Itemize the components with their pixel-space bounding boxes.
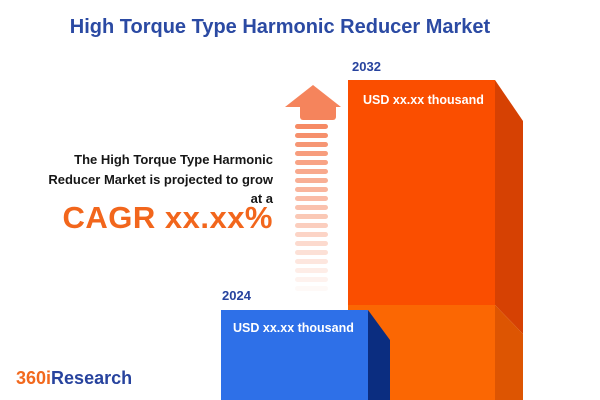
page-title: High Torque Type Harmonic Reducer Market	[69, 16, 491, 38]
arrow-neck	[300, 104, 336, 120]
arrow-fading-dashes	[295, 124, 328, 291]
projection-description-line3: at a	[250, 191, 273, 206]
bar-value-2032: USD xx.xx thousand	[363, 93, 484, 107]
projection-description-line1: The High Torque Type Harmonic	[74, 152, 273, 167]
logo: 360iResearch	[16, 368, 132, 389]
projection-description: The High Torque Type Harmonic Reducer Ma…	[0, 150, 273, 209]
bar-2024-side-face	[368, 310, 390, 400]
cagr-value-text: CAGR xx.xx%	[62, 200, 273, 235]
logo-prefix: 360i	[16, 368, 52, 388]
growth-arrow-icon	[285, 85, 341, 291]
arrow-head	[285, 85, 341, 107]
logo-suffix: Research	[51, 368, 133, 388]
bar-2032-lower-side-face	[495, 305, 523, 400]
bar-label-2032: 2032	[352, 59, 381, 74]
projection-description-line2: Reducer Market is projected to grow	[48, 171, 273, 187]
bar-2024-front-face	[221, 310, 368, 400]
bar-label-2024: 2024	[222, 288, 251, 303]
bar-2032-upper-side-face	[495, 80, 523, 334]
bar-value-2024: USD xx.xx thousand	[233, 321, 354, 335]
bar-2032-upper-front-face	[348, 80, 495, 305]
